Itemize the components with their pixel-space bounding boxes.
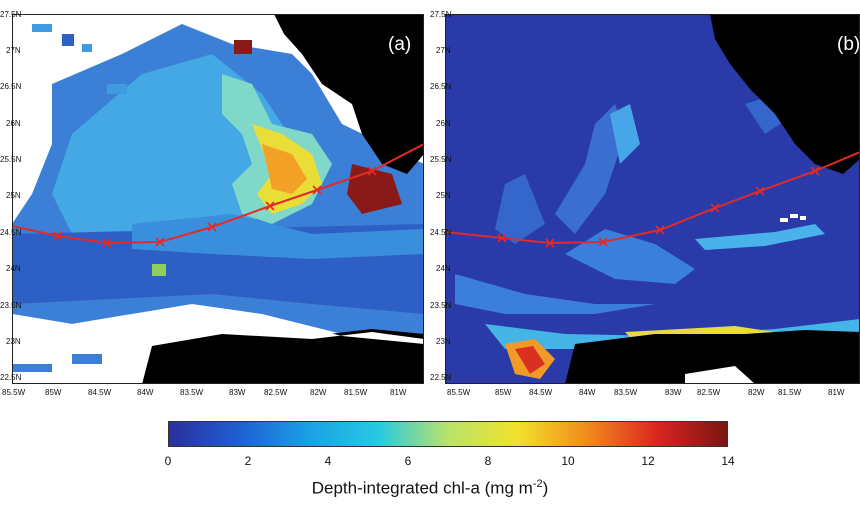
- lon-tick: 85.5W: [2, 388, 26, 397]
- colorbar-tick: 6: [404, 454, 412, 468]
- colorbar-tick: 4: [324, 454, 332, 468]
- lat-tick: 27N: [436, 46, 451, 55]
- lat-tick: 27.5N: [430, 10, 452, 19]
- panel-b-image: [445, 14, 860, 384]
- lat-tick: 26N: [436, 119, 451, 128]
- colorbar-tick: 14: [721, 454, 735, 468]
- lon-tick: 84.5W: [529, 388, 553, 397]
- lat-tick: 24N: [436, 264, 451, 273]
- lon-tick: 84.5W: [88, 388, 112, 397]
- panel-a-label: (a): [388, 34, 412, 55]
- lat-tick: 26.5N: [430, 82, 452, 91]
- lat-tick: 24.5N: [430, 228, 452, 237]
- colorbar-title-close: ): [542, 478, 549, 498]
- panel-a-map: (a): [12, 14, 424, 384]
- lat-tick: 23.5N: [430, 301, 452, 310]
- colorbar-tick: 0: [164, 454, 172, 468]
- lon-tick: 84W: [137, 388, 154, 397]
- lat-tick: 24N: [6, 264, 21, 273]
- lat-tick: 24.5N: [0, 228, 22, 237]
- lat-tick: 27N: [6, 46, 21, 55]
- colorbar-title: Depth-integrated chl-a (mg m-2): [0, 478, 860, 499]
- colorbar-tick: 2: [244, 454, 252, 468]
- lat-tick: 23N: [436, 337, 451, 346]
- lat-tick: 26N: [6, 119, 21, 128]
- lon-tick: 81.5W: [344, 388, 368, 397]
- lon-tick: 82W: [310, 388, 327, 397]
- panel-a-image: [12, 14, 424, 384]
- colorbar-tick: 12: [641, 454, 655, 468]
- lon-tick: 81.5W: [778, 388, 802, 397]
- lon-tick: 83.5W: [180, 388, 204, 397]
- lon-tick: 85W: [495, 388, 512, 397]
- lat-tick: 25.5N: [0, 155, 22, 164]
- lat-tick: 23N: [6, 337, 21, 346]
- lon-tick: 85W: [45, 388, 62, 397]
- lon-tick: 84W: [579, 388, 596, 397]
- colorbar: [168, 421, 728, 447]
- lat-tick: 27.5N: [0, 10, 22, 19]
- lon-tick: 81W: [390, 388, 407, 397]
- lat-tick: 25N: [6, 191, 21, 200]
- colorbar-tick: 8: [484, 454, 492, 468]
- panel-b-map: (b): [445, 14, 860, 384]
- colorbar-tick: 10: [561, 454, 575, 468]
- lat-tick: 26.5N: [0, 82, 22, 91]
- lon-tick: 85.5W: [447, 388, 471, 397]
- lat-tick: 22.5N: [0, 373, 22, 382]
- lat-tick: 25.5N: [430, 155, 452, 164]
- lon-tick: 82.5W: [697, 388, 721, 397]
- lon-tick: 82W: [748, 388, 765, 397]
- lon-tick: 81W: [828, 388, 845, 397]
- panel-b-label: (b): [837, 34, 860, 55]
- colorbar-title-main: Depth-integrated chl-a (mg m: [311, 478, 533, 498]
- colorbar-title-exponent: -2: [532, 478, 543, 490]
- lon-tick: 83W: [665, 388, 682, 397]
- lat-tick: 23.5N: [0, 301, 22, 310]
- lat-tick: 25N: [436, 191, 451, 200]
- lon-tick: 82.5W: [264, 388, 288, 397]
- lat-tick: 22.5N: [430, 373, 452, 382]
- lon-tick: 83.5W: [614, 388, 638, 397]
- lon-tick: 83W: [229, 388, 246, 397]
